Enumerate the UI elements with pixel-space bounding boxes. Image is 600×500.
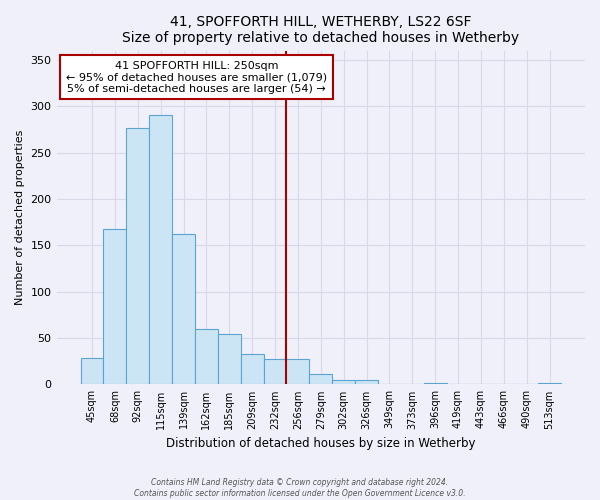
Bar [195,329,218,384]
Bar [149,116,172,384]
Bar [127,128,149,384]
Bar [286,360,310,384]
Bar [80,358,103,384]
Title: 41, SPOFFORTH HILL, WETHERBY, LS22 6SF
Size of property relative to detached hou: 41, SPOFFORTH HILL, WETHERBY, LS22 6SF S… [122,15,520,45]
Bar [172,234,195,384]
Bar [218,334,241,384]
Bar [103,228,127,384]
Text: Contains HM Land Registry data © Crown copyright and database right 2024.
Contai: Contains HM Land Registry data © Crown c… [134,478,466,498]
Y-axis label: Number of detached properties: Number of detached properties [15,130,25,305]
Bar [355,380,378,384]
Bar [241,354,263,384]
Text: 41 SPOFFORTH HILL: 250sqm
← 95% of detached houses are smaller (1,079)
5% of sem: 41 SPOFFORTH HILL: 250sqm ← 95% of detac… [66,60,327,94]
Bar [263,360,286,384]
Bar [538,382,561,384]
Bar [424,382,446,384]
Bar [310,374,332,384]
X-axis label: Distribution of detached houses by size in Wetherby: Distribution of detached houses by size … [166,437,476,450]
Bar [332,380,355,384]
